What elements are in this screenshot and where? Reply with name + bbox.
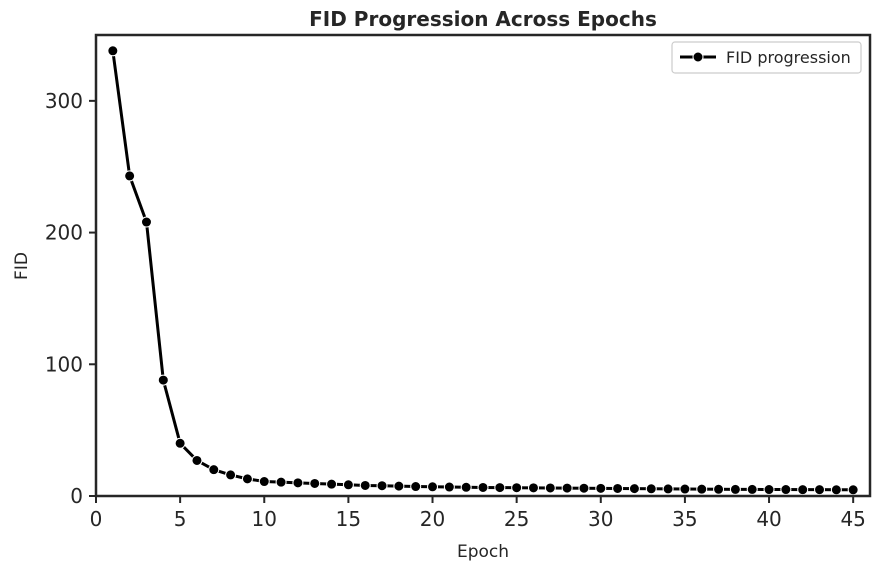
data-point (763, 484, 775, 496)
x-tick-label: 15 (336, 507, 361, 531)
data-point (830, 484, 842, 496)
data-point (326, 478, 338, 490)
data-point (443, 481, 455, 493)
data-point (124, 170, 136, 182)
tick-layer: 0 5 10 15 20 25 30 35 40 45 0 100 200 300 (45, 89, 866, 531)
data-point (427, 481, 439, 493)
data-point (544, 482, 556, 494)
y-tick-label: 200 (45, 221, 83, 245)
data-point (174, 437, 186, 449)
data-point (494, 482, 506, 494)
data-point (359, 479, 371, 491)
legend-marker-swatch (692, 51, 704, 63)
x-tick-label: 45 (840, 507, 865, 531)
y-tick-label: 100 (45, 352, 83, 376)
data-point (814, 484, 826, 496)
chart-title: FID Progression Across Epochs (309, 7, 657, 31)
data-point (393, 480, 405, 492)
x-tick-label: 30 (588, 507, 613, 531)
plot-background (96, 35, 870, 496)
data-point (662, 483, 674, 495)
data-point (679, 483, 691, 495)
legend-box (671, 41, 862, 74)
data-point (376, 480, 388, 492)
data-point (410, 481, 422, 493)
x-axis-label: Epoch (457, 542, 509, 562)
data-point (696, 483, 708, 495)
data-point (477, 481, 489, 493)
y-tick-label: 0 (70, 484, 83, 508)
data-layer (107, 45, 859, 496)
data-point (292, 477, 304, 489)
data-point (578, 482, 590, 494)
data-point (140, 216, 152, 228)
x-tick-label: 0 (90, 507, 103, 531)
legend: FID progression (671, 41, 862, 74)
x-tick-label: 20 (420, 507, 445, 531)
data-point (746, 483, 758, 495)
data-point (645, 483, 657, 495)
data-point (191, 454, 203, 466)
data-point (157, 374, 169, 386)
data-point (275, 476, 287, 488)
plot-frame (94, 33, 872, 498)
y-axis-label: FID (12, 252, 32, 280)
data-point (628, 483, 640, 495)
data-point (561, 482, 573, 494)
data-point (595, 482, 607, 494)
data-point (527, 482, 539, 494)
data-point (729, 483, 741, 495)
data-point (847, 484, 859, 496)
x-tick-label: 5 (174, 507, 187, 531)
y-tick-label: 300 (45, 89, 83, 113)
data-point (713, 483, 725, 495)
legend-label: FID progression (726, 48, 851, 67)
data-point (460, 481, 472, 493)
x-tick-label: 40 (756, 507, 781, 531)
data-point (511, 482, 523, 494)
data-point (258, 476, 270, 488)
data-point (309, 477, 321, 489)
data-point (107, 45, 119, 57)
data-point (225, 469, 237, 481)
x-tick-label: 10 (252, 507, 277, 531)
data-point (208, 464, 220, 476)
data-point (241, 473, 253, 485)
data-point (612, 482, 624, 494)
x-tick-label: 35 (672, 507, 697, 531)
x-tick-label: 25 (504, 507, 529, 531)
data-point (797, 484, 809, 496)
data-point (780, 484, 792, 496)
data-point (342, 479, 354, 491)
